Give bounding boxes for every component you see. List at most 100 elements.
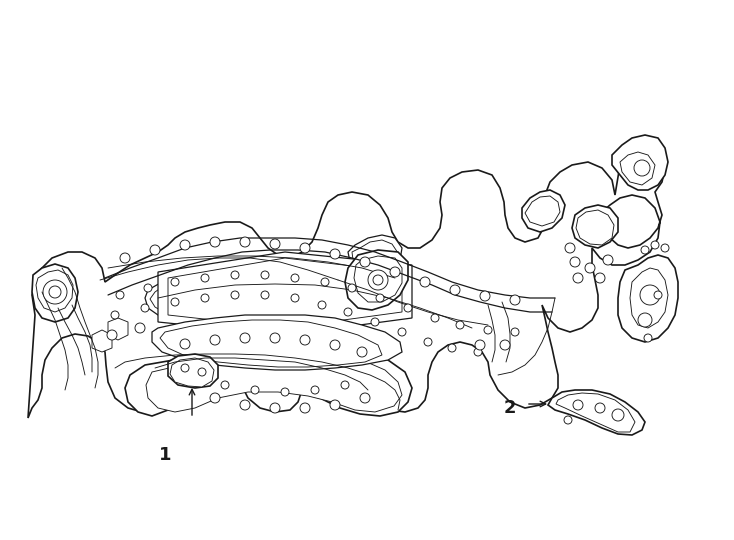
Circle shape <box>111 311 119 319</box>
Circle shape <box>201 274 209 282</box>
Circle shape <box>107 330 117 340</box>
Polygon shape <box>170 358 214 387</box>
Circle shape <box>510 295 520 305</box>
Circle shape <box>474 348 482 356</box>
Circle shape <box>360 393 370 403</box>
Circle shape <box>603 255 613 265</box>
Circle shape <box>448 344 456 352</box>
Circle shape <box>116 291 124 299</box>
Circle shape <box>231 271 239 279</box>
Polygon shape <box>92 330 112 352</box>
Circle shape <box>240 400 250 410</box>
Circle shape <box>198 368 206 376</box>
Circle shape <box>371 318 379 326</box>
Circle shape <box>585 263 595 273</box>
Polygon shape <box>160 320 382 367</box>
Polygon shape <box>168 258 402 328</box>
Circle shape <box>390 267 400 277</box>
Circle shape <box>180 240 190 250</box>
Circle shape <box>570 257 580 267</box>
Circle shape <box>171 298 179 306</box>
Polygon shape <box>612 135 668 190</box>
Circle shape <box>210 237 220 247</box>
Circle shape <box>641 246 649 254</box>
Polygon shape <box>630 268 668 328</box>
Circle shape <box>261 271 269 279</box>
Circle shape <box>484 326 492 334</box>
Circle shape <box>450 285 460 295</box>
Circle shape <box>651 241 659 249</box>
Circle shape <box>330 340 340 350</box>
Circle shape <box>373 275 383 285</box>
Polygon shape <box>618 255 678 342</box>
Circle shape <box>270 333 280 343</box>
Circle shape <box>281 388 289 396</box>
Circle shape <box>612 409 624 421</box>
Circle shape <box>240 333 250 343</box>
Circle shape <box>251 386 259 394</box>
Circle shape <box>291 274 299 282</box>
Circle shape <box>398 328 406 336</box>
Circle shape <box>210 335 220 345</box>
Polygon shape <box>28 148 665 418</box>
Text: 2: 2 <box>504 399 516 417</box>
Circle shape <box>49 286 61 298</box>
Text: 1: 1 <box>159 446 171 464</box>
Circle shape <box>341 381 349 389</box>
Circle shape <box>357 347 367 357</box>
Circle shape <box>300 335 310 345</box>
Polygon shape <box>556 393 635 432</box>
Circle shape <box>500 340 510 350</box>
Circle shape <box>420 277 430 287</box>
Circle shape <box>654 291 662 299</box>
Circle shape <box>475 340 485 350</box>
Circle shape <box>221 381 229 389</box>
Circle shape <box>270 403 280 413</box>
Polygon shape <box>168 354 218 388</box>
Circle shape <box>368 270 388 290</box>
Circle shape <box>564 416 572 424</box>
Circle shape <box>210 393 220 403</box>
Circle shape <box>661 244 669 252</box>
Circle shape <box>348 284 356 292</box>
Circle shape <box>376 294 384 302</box>
Circle shape <box>311 386 319 394</box>
Polygon shape <box>352 240 398 272</box>
Circle shape <box>595 403 605 413</box>
Polygon shape <box>146 350 402 412</box>
Polygon shape <box>525 196 560 226</box>
Circle shape <box>120 253 130 263</box>
Polygon shape <box>522 190 565 232</box>
Polygon shape <box>152 315 402 370</box>
Polygon shape <box>150 283 198 316</box>
Polygon shape <box>548 390 645 435</box>
Polygon shape <box>108 318 128 340</box>
Circle shape <box>511 328 519 336</box>
Polygon shape <box>354 256 402 302</box>
Circle shape <box>300 243 310 253</box>
Circle shape <box>43 280 67 304</box>
Circle shape <box>640 285 660 305</box>
Circle shape <box>644 334 652 342</box>
Polygon shape <box>125 344 412 416</box>
Polygon shape <box>620 152 655 185</box>
Polygon shape <box>576 210 614 245</box>
Circle shape <box>270 239 280 249</box>
Circle shape <box>480 291 490 301</box>
Polygon shape <box>32 264 78 322</box>
Circle shape <box>431 314 439 322</box>
Polygon shape <box>145 278 205 318</box>
Circle shape <box>634 160 650 176</box>
Circle shape <box>201 294 209 302</box>
Circle shape <box>595 273 605 283</box>
Circle shape <box>240 237 250 247</box>
Circle shape <box>330 400 340 410</box>
Circle shape <box>135 323 145 333</box>
Circle shape <box>300 403 310 413</box>
Polygon shape <box>36 270 73 312</box>
Circle shape <box>330 249 340 259</box>
Circle shape <box>150 245 160 255</box>
Circle shape <box>638 313 652 327</box>
Circle shape <box>318 301 326 309</box>
Circle shape <box>573 273 583 283</box>
